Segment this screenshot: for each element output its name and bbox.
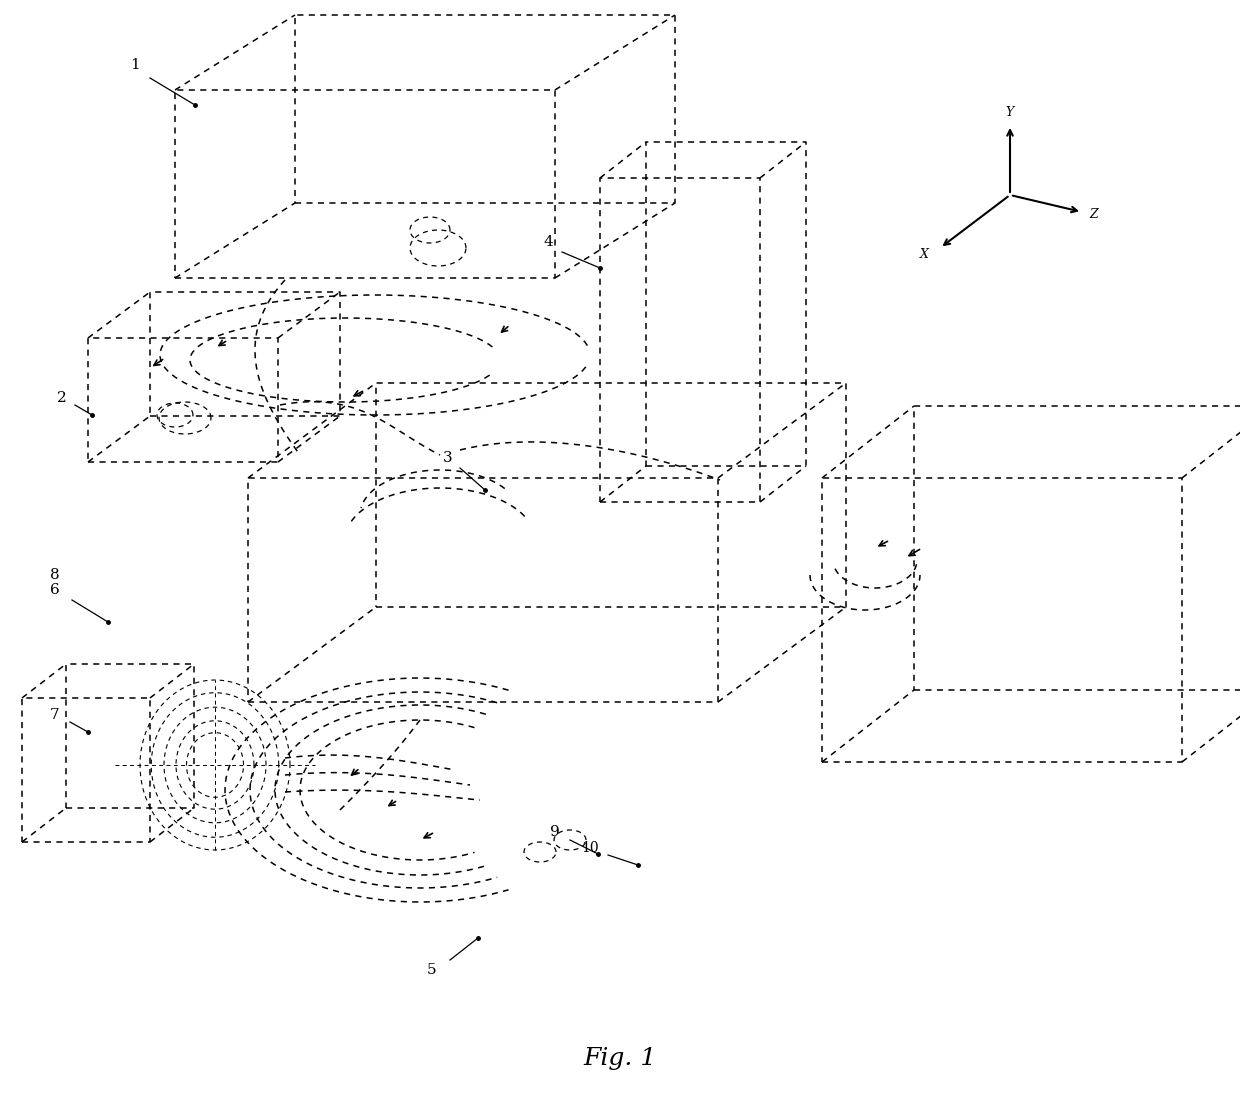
- Text: 8: 8: [50, 568, 60, 582]
- Text: Fig. 1: Fig. 1: [583, 1047, 657, 1070]
- Text: 5: 5: [428, 963, 436, 977]
- Text: 6: 6: [50, 583, 60, 597]
- Text: 3: 3: [443, 451, 453, 465]
- Text: X: X: [920, 248, 929, 260]
- Text: 10: 10: [582, 841, 599, 855]
- Text: 9: 9: [551, 825, 560, 839]
- Text: Z: Z: [1090, 207, 1099, 220]
- Text: Y: Y: [1006, 106, 1014, 119]
- Text: 1: 1: [130, 58, 140, 72]
- Text: 7: 7: [50, 707, 60, 722]
- Text: 2: 2: [57, 391, 67, 406]
- Text: 4: 4: [543, 235, 553, 249]
